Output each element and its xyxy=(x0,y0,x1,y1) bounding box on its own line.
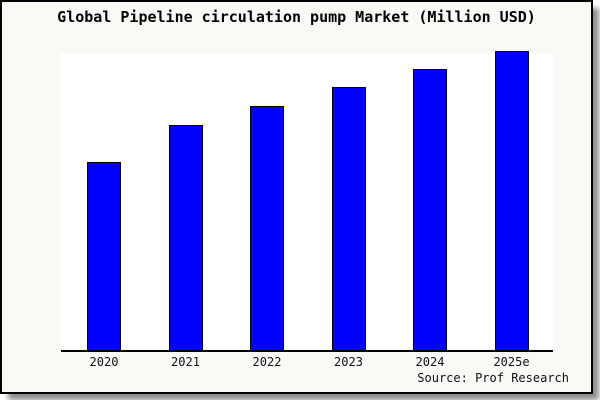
bar-2025e xyxy=(494,51,529,350)
x-tick-label-2023: 2023 xyxy=(334,355,363,369)
bar-2022 xyxy=(250,106,284,350)
chart-figure: Global Pipeline circulation pump Market … xyxy=(0,0,593,394)
x-axis: 2020 2021 2022 2023 2024 2025e xyxy=(61,355,553,369)
bar-2023 xyxy=(331,87,366,350)
source-credit: Source: Prof Research xyxy=(417,371,569,385)
x-tick-label-2025e: 2025e xyxy=(493,355,530,369)
x-tick-label-2022: 2022 xyxy=(252,355,282,369)
x-tick-label-2024: 2024 xyxy=(415,355,445,369)
chart-title: Global Pipeline circulation pump Market … xyxy=(57,8,536,26)
x-tick-label-2021: 2021 xyxy=(171,355,200,369)
bar-2020 xyxy=(87,162,121,350)
bar-2021 xyxy=(168,125,203,350)
x-tick-label-2020: 2020 xyxy=(89,355,119,369)
bar-2024 xyxy=(413,69,447,350)
plot-area xyxy=(61,51,553,352)
